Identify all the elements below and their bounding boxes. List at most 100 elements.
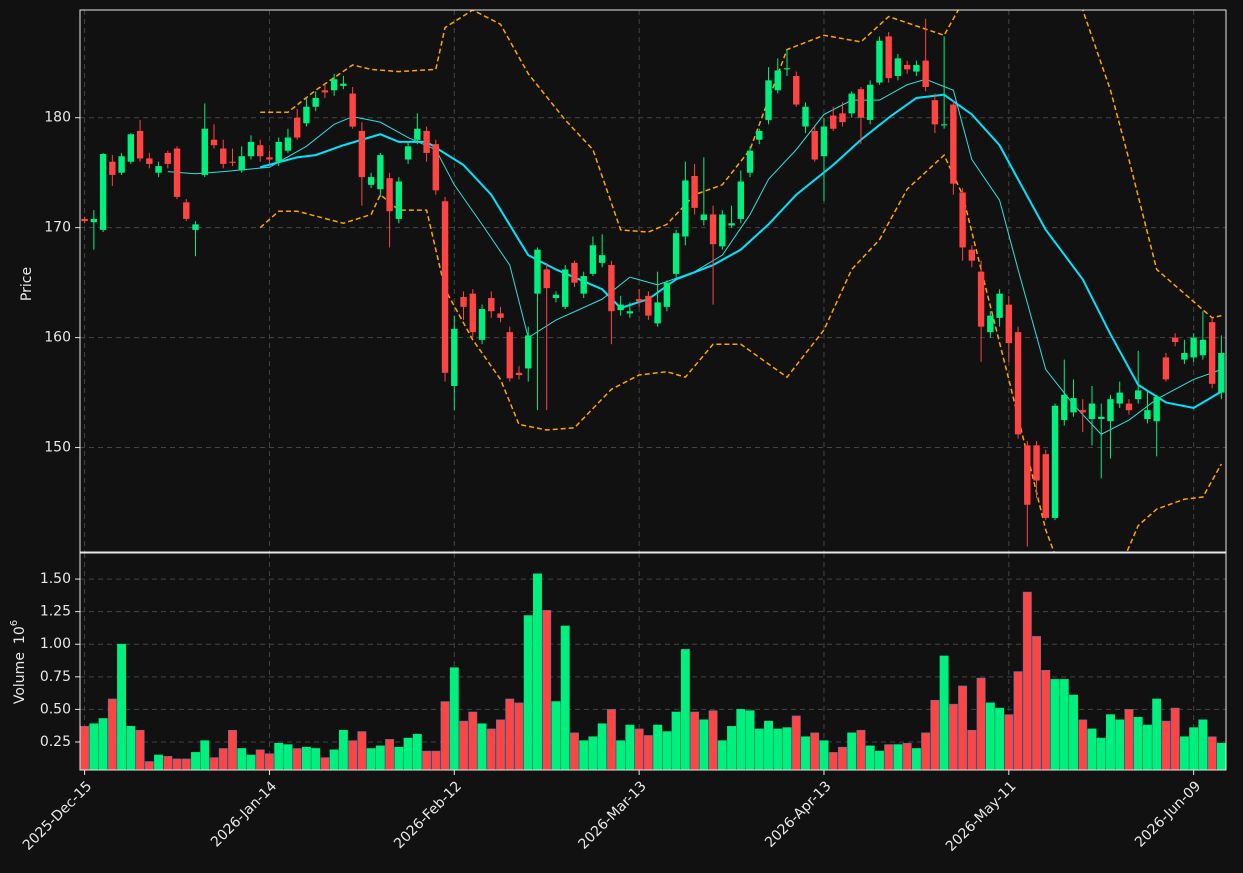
candle-body (802, 106, 809, 127)
y-tick-label: 170 (44, 220, 71, 236)
candle-body (146, 158, 153, 164)
candle-body (793, 75, 800, 105)
candle-body (1088, 403, 1096, 419)
candle-body (922, 60, 929, 87)
volume-bar (579, 740, 589, 770)
candle-body (303, 106, 310, 124)
candle-body (830, 115, 837, 129)
x-tick-label: 2026-Feb-12 (391, 778, 465, 852)
candle-body (737, 181, 744, 219)
volume-bar (283, 744, 293, 770)
candle-body (820, 126, 828, 157)
candle-body (552, 294, 560, 299)
x-tick-label: 2026-Jun-09 (1132, 778, 1204, 850)
volume-bar (1013, 671, 1023, 770)
candles (81, 10, 1225, 552)
volume-bar (634, 728, 644, 770)
candle-body (663, 282, 671, 307)
volume-bar (948, 703, 958, 770)
candle-body (1051, 405, 1059, 518)
candle-body (266, 157, 273, 160)
candle-body (118, 156, 125, 173)
candle-body (571, 262, 578, 283)
volume-bar (847, 732, 857, 770)
volume-bar (736, 709, 746, 770)
candle-body (598, 255, 606, 263)
candle-body (164, 152, 171, 164)
volume-bar (163, 756, 173, 770)
volume-bar (181, 758, 191, 770)
volume-bar (560, 625, 570, 770)
volume-bar (1041, 669, 1051, 770)
volume-bar (1207, 736, 1217, 770)
volume-bar (533, 573, 542, 770)
volume-bar (1133, 716, 1143, 770)
candle-body (432, 144, 440, 191)
candle-body (293, 117, 301, 138)
candle-body (414, 128, 421, 140)
candle-body (183, 202, 190, 219)
candle-body (349, 93, 356, 127)
candle-body (136, 130, 144, 159)
candle-body (525, 335, 532, 369)
candle-body (876, 40, 883, 83)
volume-bar (126, 726, 136, 770)
candle-body (460, 296, 467, 307)
volume-bar (191, 752, 200, 770)
indicator-line (167, 78, 1222, 435)
volume-bar (717, 740, 727, 770)
candle-body (996, 293, 1003, 318)
candle-body (913, 64, 920, 72)
volume-axis-label: Volume 106 (9, 620, 28, 704)
volume-bar (727, 726, 737, 770)
volume-bar (468, 711, 478, 770)
candle-body (1190, 337, 1197, 358)
volume-label: Volume (12, 652, 28, 704)
volume-bar (902, 742, 912, 770)
volume-bar (1124, 709, 1134, 770)
candle-body (173, 148, 181, 197)
volume-bar (985, 702, 995, 770)
volume-bar (1189, 727, 1199, 770)
candle-body (635, 299, 643, 302)
candle-body (894, 58, 902, 76)
indicator-line (260, 10, 1222, 319)
candle-body (367, 177, 375, 185)
candle-body (247, 141, 255, 157)
bars (80, 573, 1226, 770)
candle-body (672, 233, 680, 274)
volume-bar (292, 748, 302, 770)
candle-body (746, 150, 754, 173)
volume-bar (1198, 719, 1208, 770)
volume-bar (653, 724, 663, 770)
volume-bar (338, 729, 348, 770)
volume-bar (782, 727, 792, 770)
volume-bar (1115, 719, 1125, 770)
volume-bar (135, 729, 145, 770)
candle-body (839, 113, 846, 123)
volume-bar (810, 732, 820, 770)
candle-body (210, 139, 218, 146)
candle-body (728, 223, 735, 226)
volume-bar (218, 748, 228, 770)
volume-bar (329, 749, 339, 770)
volume-bar (976, 677, 986, 770)
volume-bar (1106, 714, 1115, 770)
volume-bar (375, 745, 385, 770)
volume-bar (320, 757, 330, 770)
candle-body (645, 295, 652, 316)
volume-bar (708, 710, 718, 770)
candle-body (756, 130, 763, 140)
volume-bar (1032, 636, 1041, 770)
volume-bar (274, 742, 284, 770)
volume-bar (255, 749, 265, 770)
candle-body (783, 68, 791, 70)
volume-bar (486, 728, 496, 770)
volume-bar (856, 729, 866, 770)
candle-body (1135, 390, 1142, 400)
candle-body (1079, 410, 1086, 413)
candle-body (562, 269, 569, 307)
candle-body (903, 64, 911, 70)
volume-bar (828, 752, 838, 770)
